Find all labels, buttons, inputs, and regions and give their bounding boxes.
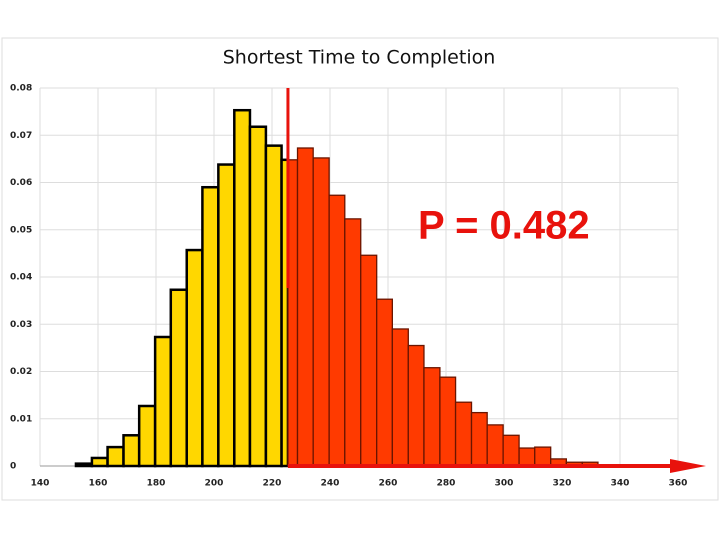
bar <box>376 298 394 467</box>
bar <box>454 401 473 467</box>
y-tick-label: 0 <box>10 462 16 472</box>
y-tick-label: 0.01 <box>10 414 32 424</box>
x-tick-label: 260 <box>379 479 398 489</box>
bar <box>534 446 552 467</box>
bar <box>217 163 236 468</box>
x-tick-label: 240 <box>321 479 340 489</box>
bar <box>328 194 346 467</box>
x-tick-label: 160 <box>89 479 108 489</box>
x-tick-label: 340 <box>611 479 630 489</box>
y-tick-label: 0.06 <box>10 178 32 188</box>
bar <box>312 157 330 467</box>
bar <box>185 248 204 468</box>
bar <box>423 367 441 467</box>
x-tick-label: 300 <box>495 479 514 489</box>
bar <box>137 404 157 468</box>
bar <box>502 434 520 467</box>
bar <box>264 144 283 468</box>
bar <box>518 447 536 467</box>
bar <box>74 462 94 468</box>
x-tick-label: 220 <box>263 479 282 489</box>
y-tick-label: 0.07 <box>10 131 32 141</box>
bar <box>153 335 173 468</box>
bar <box>360 254 378 467</box>
bar <box>439 376 457 467</box>
y-tick-label: 0.08 <box>10 84 32 94</box>
y-tick-label: 0.03 <box>10 320 32 330</box>
x-tick-label: 140 <box>31 479 50 489</box>
bar <box>344 218 362 467</box>
x-tick-label: 320 <box>553 479 572 489</box>
bar <box>391 328 409 467</box>
bar <box>233 108 252 468</box>
x-tick-label: 180 <box>147 479 166 489</box>
bar <box>296 147 314 467</box>
bar <box>122 434 141 468</box>
y-tick-label: 0.05 <box>10 225 32 235</box>
annotation: P = 0.482 <box>418 204 590 248</box>
x-tick-label: 360 <box>669 479 688 489</box>
bar <box>486 424 504 467</box>
bar <box>201 185 220 468</box>
chart-title: Shortest Time to Completion <box>223 47 496 69</box>
bar <box>470 411 488 467</box>
y-tick-label: 0.04 <box>10 273 32 283</box>
y-tick-label: 0.02 <box>10 367 32 377</box>
x-tick-label: 280 <box>437 479 456 489</box>
arrow-head <box>670 459 706 473</box>
bar <box>90 456 109 468</box>
x-tick-label: 200 <box>205 479 224 489</box>
bar <box>248 125 268 468</box>
bar <box>169 288 188 468</box>
bar <box>407 344 425 467</box>
bar <box>106 445 125 468</box>
